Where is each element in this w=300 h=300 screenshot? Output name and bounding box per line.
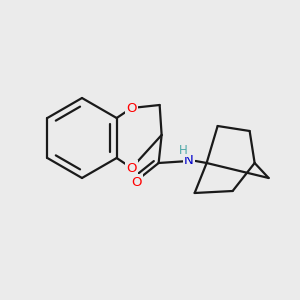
Text: O: O <box>126 161 137 175</box>
Text: N: N <box>184 154 194 167</box>
Text: O: O <box>131 176 142 188</box>
Text: O: O <box>126 101 137 115</box>
Text: H: H <box>179 143 188 157</box>
